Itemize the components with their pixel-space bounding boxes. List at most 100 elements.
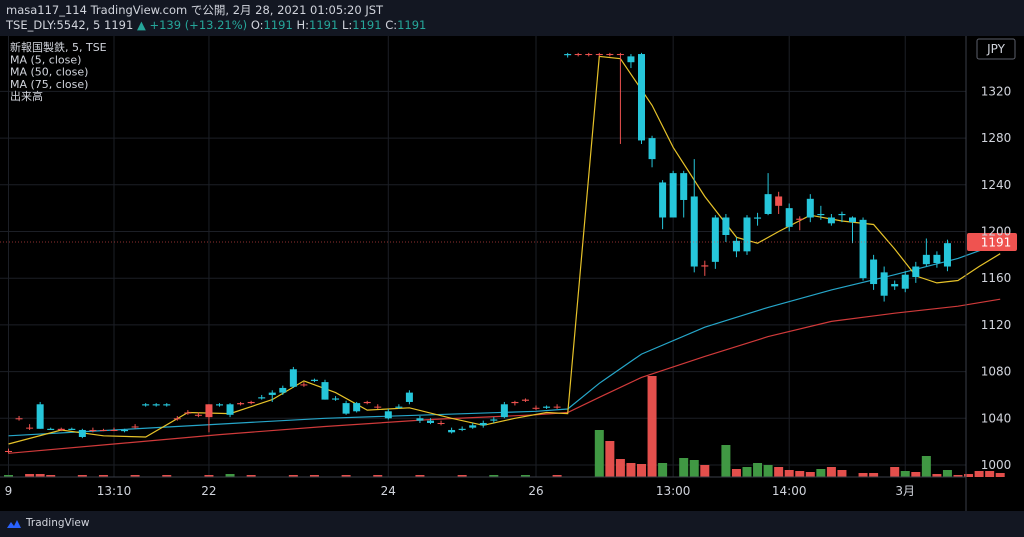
y-tick-label: 1320 (981, 84, 1012, 98)
x-tick-label: 9 (5, 484, 13, 498)
x-tick-label: 22 (201, 484, 216, 498)
ma75-line (8, 298, 1001, 454)
last-price-label: 1191 (981, 236, 1012, 250)
volume-bar (373, 475, 383, 477)
candle-body (57, 428, 65, 430)
candle-body (659, 182, 667, 218)
open-value: 1191 (263, 18, 293, 32)
candle-body (469, 425, 477, 428)
candle-body (616, 54, 624, 56)
candle-body (838, 213, 846, 216)
candle-body (226, 404, 234, 415)
candle-body (321, 382, 329, 400)
y-tick-label: 1000 (981, 458, 1012, 472)
currency-box (976, 38, 1016, 60)
volume-bar (953, 475, 963, 477)
candle-body (827, 217, 835, 224)
moving-averages (8, 55, 1001, 454)
volume-bars (4, 376, 1005, 477)
legend-item: 新報国製鉄, 5, TSE (10, 40, 107, 54)
volume-bar (46, 475, 56, 477)
volume-bar (605, 441, 615, 477)
legend-item: MA (5, close) (10, 53, 81, 66)
volume-bar (921, 456, 931, 477)
y-tick-label: 1160 (981, 271, 1012, 285)
chart-area[interactable]: 1191 JPY 新報国製鉄, 5, TSE MA (5, close) MA (50… (0, 36, 1024, 511)
volume-bar (784, 470, 794, 477)
candle-body (332, 398, 340, 400)
candle-body (247, 401, 255, 404)
legend-item: 出来高 (10, 89, 43, 103)
volume-bar (615, 459, 625, 477)
volume-bar (985, 471, 995, 477)
candle-body (405, 392, 413, 402)
volume-bar (911, 472, 921, 477)
candle-body (901, 274, 909, 289)
y-tick-label: 1040 (981, 411, 1012, 425)
candle-body (627, 56, 635, 63)
candle-body (268, 392, 276, 395)
candle-body (585, 54, 593, 56)
candle-body (796, 218, 804, 220)
candle-body (448, 429, 456, 433)
candle-body (300, 384, 308, 386)
candle-body (374, 406, 382, 408)
candle-body (532, 407, 540, 409)
candle-body (743, 217, 751, 252)
x-tick-label: 3月 (895, 484, 915, 498)
candle-body (732, 240, 740, 252)
low-label: L: (341, 18, 353, 32)
candle-body (806, 198, 814, 218)
candle-body (194, 414, 202, 416)
volume-bar (774, 467, 784, 477)
price-change: +139 (+13.21%) (149, 18, 248, 32)
candle-body (764, 194, 772, 214)
volume-bar (995, 473, 1005, 477)
brand-name[interactable]: TradingView (26, 517, 90, 529)
candle-body (78, 429, 86, 437)
footer: TradingView (0, 511, 1024, 537)
volume-bar (35, 474, 45, 477)
volume-bar (753, 463, 763, 477)
candle-body (353, 403, 361, 412)
candle-body (5, 450, 12, 452)
candle-body (754, 217, 762, 219)
candle-body (785, 208, 793, 227)
candle-body (880, 272, 888, 296)
candle-body (427, 420, 434, 423)
candle-body (110, 429, 118, 431)
y-tick-label: 1200 (981, 225, 1012, 239)
volume-bar (288, 475, 298, 477)
volume-bar (816, 469, 826, 477)
volume-bar (489, 475, 499, 477)
volume-bar (742, 467, 752, 477)
up-arrow-icon: ▲ (136, 18, 146, 32)
candle-body (184, 412, 192, 414)
candle-body (15, 418, 23, 420)
volume-bar (795, 471, 805, 477)
candles (5, 52, 951, 454)
volume-bar (869, 473, 879, 477)
x-tick-label: 13:10 (97, 484, 132, 498)
chart-header: masa117_114 TradingView.com で公開, 2月 28, … (0, 0, 1024, 36)
candle-body (680, 173, 688, 200)
x-tick-label: 14:00 (772, 484, 807, 498)
candle-body (68, 428, 76, 430)
volume-bar (679, 458, 689, 477)
candle-body (216, 404, 223, 406)
last-price: 1191 (104, 18, 134, 32)
candle-body (36, 404, 44, 429)
candle-body (859, 219, 867, 279)
volume-bar (594, 430, 604, 477)
candle-body (564, 54, 572, 56)
candle-body (152, 404, 160, 406)
publish-info: masa117_114 TradingView.com で公開, 2月 28, … (6, 3, 384, 17)
candle-body (638, 54, 645, 141)
volume-bar (225, 474, 235, 477)
legend-item: MA (50, close) (10, 66, 88, 79)
candle-body (173, 418, 181, 420)
candle-body (384, 411, 392, 419)
candle-body (205, 404, 213, 418)
